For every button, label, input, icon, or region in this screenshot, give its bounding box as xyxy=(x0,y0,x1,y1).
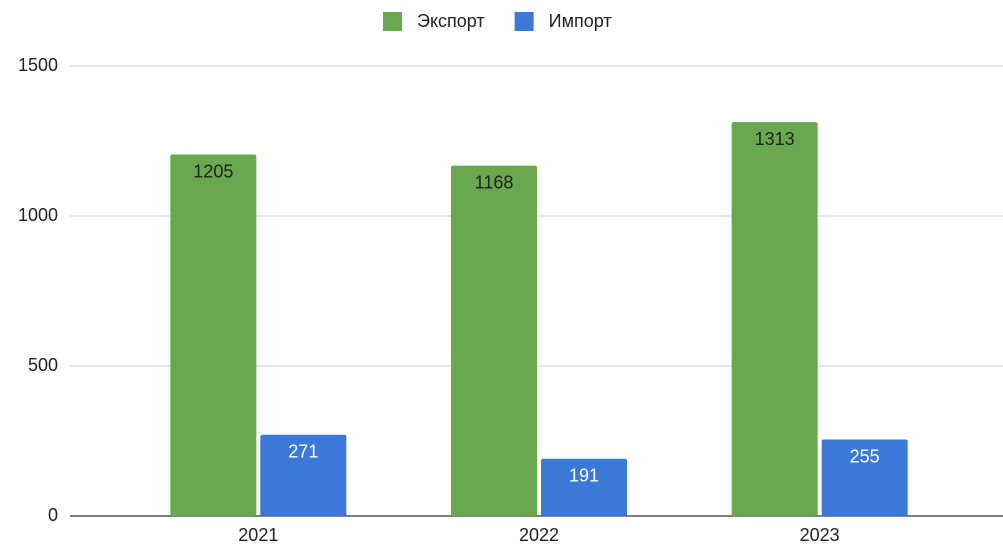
bar xyxy=(451,165,537,516)
x-tick-label: 2021 xyxy=(238,525,278,545)
bar xyxy=(731,122,818,516)
data-label: 255 xyxy=(850,446,880,466)
bar xyxy=(541,458,627,516)
bar xyxy=(821,439,908,516)
bar xyxy=(260,434,347,516)
data-label: 271 xyxy=(288,441,318,461)
legend-swatch xyxy=(383,12,402,31)
data-label: 191 xyxy=(569,465,599,485)
x-tick-label: 2023 xyxy=(800,525,840,545)
bar xyxy=(170,154,257,516)
y-tick-label: 0 xyxy=(48,505,58,525)
legend-label: Экспорт xyxy=(417,11,485,31)
data-label: 1313 xyxy=(755,129,795,149)
y-tick-label: 1000 xyxy=(18,205,58,225)
data-label: 1205 xyxy=(193,161,233,181)
legend-swatch xyxy=(514,12,534,31)
x-tick-label: 2022 xyxy=(519,525,559,545)
legend-label: Импорт xyxy=(549,11,612,31)
y-tick-label: 500 xyxy=(28,355,58,375)
data-label: 1168 xyxy=(475,172,514,192)
y-tick-label: 1500 xyxy=(18,55,58,75)
